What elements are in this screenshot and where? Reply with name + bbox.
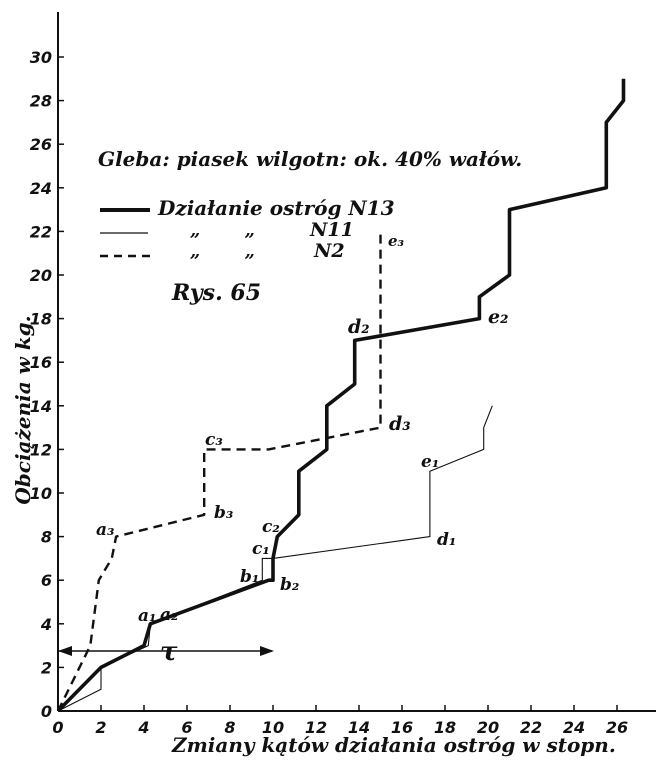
y-tick-label: 22	[30, 222, 52, 241]
x-tick-label: 26	[606, 718, 628, 737]
point-label-e2: e₂	[488, 306, 508, 328]
x-tick-label: 18	[434, 718, 456, 737]
y-tick-label: 20	[30, 266, 52, 285]
legend: Gleba: piasek wilgotn: ok. 40% wałów. Dz…	[98, 147, 522, 306]
legend-label-n2: N2	[313, 240, 345, 262]
tau-label: τ	[160, 637, 178, 667]
x-tick-label: 12	[305, 718, 327, 737]
point-label-e1: e₁	[421, 452, 439, 472]
annotations: τ a₁ a₂ a₃ b₁ b₂ b₃ c₁ c₂ c₃ d₁ d₂ d₃ e₁…	[58, 232, 508, 667]
y-tick-label: 6	[41, 571, 52, 590]
x-axis-label: Zmiany kątów działania ostróg w stopn.	[171, 733, 616, 757]
y-tick-label: 8	[41, 528, 52, 547]
series-lines	[56, 78, 626, 713]
x-tick-label: 24	[563, 718, 585, 737]
legend-label-n13: Działanie ostróg N13	[157, 196, 395, 220]
point-label-a1: a₁	[138, 606, 156, 626]
x-tick-label: 22	[520, 718, 542, 737]
ticks: 0 2 4 6 8 10 12 14 16 18 20 22 24 2602468101214161820…	[30, 48, 628, 737]
x-tick-label: 8	[224, 718, 235, 737]
y-axis-label: Obciążenia w kg.	[11, 315, 35, 504]
y-tick-label: 12	[30, 440, 52, 459]
figure-label: Rys. 65	[171, 280, 261, 306]
point-label-a3: a₃	[96, 520, 114, 540]
point-label-d1: d₁	[437, 530, 456, 550]
x-tick-label: 2	[95, 718, 106, 737]
y-tick-label: 28	[30, 92, 52, 111]
x-tick-label: 10	[262, 718, 284, 737]
x-tick-label: 16	[391, 718, 413, 737]
legend-prefix-n2: „ „	[190, 241, 255, 262]
y-tick-label: 18	[30, 310, 52, 329]
point-label-e3: e₃	[388, 232, 405, 250]
x-tick-label: 6	[181, 718, 192, 737]
point-label-c3: c₃	[205, 430, 223, 450]
y-tick-label: 0	[41, 702, 52, 721]
point-label-c1: c₁	[252, 539, 270, 559]
y-tick-label: 4	[40, 615, 52, 634]
x-tick-label: 0	[52, 718, 63, 737]
series-line-2	[56, 231, 382, 712]
series-line-0	[56, 78, 626, 713]
y-tick-label: 10	[30, 484, 52, 503]
x-tick-label: 4	[137, 718, 149, 737]
x-tick-label: 20	[477, 718, 499, 737]
soil-note: Gleba: piasek wilgotn: ok. 40% wałów.	[98, 147, 522, 171]
legend-label-n11: N11	[309, 219, 354, 241]
y-tick-label: 14	[30, 397, 52, 416]
point-label-a2: a₂	[160, 605, 178, 625]
tau-arrow-head-left	[58, 646, 72, 656]
point-label-b1: b₁	[240, 567, 259, 587]
point-label-b3: b₃	[214, 503, 233, 523]
point-label-c2: c₂	[262, 517, 280, 537]
y-tick-label: 16	[30, 353, 52, 372]
series-line-1	[57, 405, 493, 712]
point-label-d3: d₃	[389, 413, 411, 435]
y-tick-label: 26	[30, 135, 52, 154]
y-tick-label: 24	[30, 179, 52, 198]
y-tick-label: 2	[41, 658, 52, 677]
point-label-b2: b₂	[280, 575, 299, 595]
point-label-d2: d₂	[348, 316, 370, 338]
legend-prefix-n11: „ „	[190, 220, 255, 241]
y-tick-label: 30	[30, 48, 52, 67]
tau-arrow-head-right	[260, 646, 274, 656]
x-tick-label: 14	[348, 718, 370, 737]
